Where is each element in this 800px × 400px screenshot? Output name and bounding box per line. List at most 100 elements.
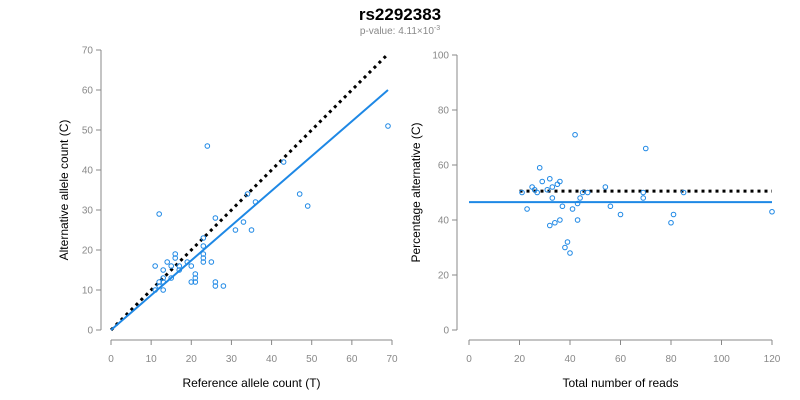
left-data-point [244, 191, 251, 197]
left-data-point [188, 263, 195, 269]
right-data-point [562, 244, 568, 251]
left-data-point [296, 191, 303, 197]
right-data-point [607, 203, 614, 210]
right-data-point [549, 195, 556, 201]
right-data-point [539, 178, 546, 185]
right-y-tick-label: 40 [438, 216, 450, 227]
right-data-point [559, 203, 566, 210]
left-data-point [192, 279, 199, 285]
left-data-point [152, 287, 158, 293]
right-data-point [536, 164, 543, 171]
right-x-tick-label: 120 [764, 354, 781, 365]
right-x-tick-label: 0 [466, 354, 472, 365]
right-data-point [557, 217, 563, 223]
right-y-tick-label: 0 [443, 326, 449, 337]
right-data-point [547, 175, 553, 182]
left-x-tick-label: 30 [226, 354, 238, 365]
left-data-point [192, 275, 199, 281]
right-y-tick-label: 80 [438, 106, 450, 117]
left-data-point [240, 219, 247, 225]
chart-title: rs2292383 [359, 5, 441, 24]
left-data-point [164, 259, 170, 265]
left-y-tick-label: 10 [82, 286, 94, 297]
left-data-point [304, 203, 311, 209]
right-y-tick-label: 20 [438, 271, 450, 282]
left-x-tick-label: 20 [186, 354, 198, 365]
left-data-point [156, 211, 162, 217]
left-data-point [168, 263, 175, 269]
right-data-point [547, 222, 553, 229]
right-y-tick-label: 60 [438, 161, 450, 172]
left-data-point [172, 255, 179, 261]
left-data-point [385, 123, 391, 129]
left-data-point [212, 283, 219, 289]
left-data-point [200, 243, 207, 249]
left-y-tick-label: 50 [82, 126, 94, 137]
left-data-point [160, 275, 166, 281]
left-data-point [192, 271, 199, 277]
left-y-tick-label: 40 [82, 166, 94, 177]
left-data-point [156, 283, 162, 289]
left-data-point [160, 267, 166, 273]
right-x-axis-title: Total number of reads [562, 376, 678, 390]
right-y-tick-label: 100 [432, 51, 449, 62]
right-data-point [577, 195, 583, 201]
right-x-tick-label: 80 [665, 354, 677, 365]
left-data-point [200, 255, 207, 261]
left-data-point [152, 263, 158, 269]
left-data-point [184, 259, 191, 265]
right-data-point [670, 211, 677, 218]
left-reference-line [109, 52, 390, 332]
right-y-axis-title: Percentage alternative (C) [409, 122, 423, 262]
left-data-point [212, 279, 219, 285]
left-data-point [168, 275, 175, 281]
right-data-point [574, 200, 581, 207]
left-x-tick-label: 60 [346, 354, 358, 365]
right-data-point [642, 145, 649, 152]
left-y-tick-label: 20 [82, 246, 94, 257]
left-x-tick-label: 40 [266, 354, 278, 365]
right-data-point [640, 189, 647, 196]
right-scatter-panel: 0 20 40 60 80 100 120 0 20 40 60 80 100 Total number … [409, 51, 781, 391]
left-data-point [200, 251, 207, 257]
right-x-tick-label: 40 [564, 354, 576, 365]
left-y-tick-label: 0 [87, 326, 93, 337]
right-data-point [572, 131, 578, 138]
left-data-point [212, 215, 219, 221]
left-data-point [176, 263, 183, 269]
left-x-tick-label: 0 [108, 354, 114, 365]
left-x-axis-title: Reference allele count (T) [182, 376, 320, 390]
left-data-point [200, 235, 207, 241]
right-data-point [549, 184, 556, 190]
right-data-point [552, 219, 558, 226]
left-data-point [200, 259, 207, 265]
left-data-point [172, 251, 179, 257]
left-data-point [176, 267, 183, 273]
right-data-point [569, 206, 576, 212]
right-x-tick-label: 100 [713, 354, 730, 365]
right-data-point [640, 195, 647, 201]
right-data-point [584, 189, 591, 196]
right-x-tick-label: 20 [514, 354, 526, 365]
right-data-point [668, 219, 674, 226]
right-data-point [557, 178, 563, 185]
right-x-tick-label: 60 [615, 354, 627, 365]
left-data-point [220, 283, 227, 289]
right-data-point [519, 189, 525, 196]
left-fit-line [110, 89, 389, 331]
left-data-point [188, 279, 195, 285]
left-data-point [160, 287, 166, 293]
left-data-point [160, 279, 166, 285]
left-y-axis-title: Alternative allele count (C) [57, 120, 71, 261]
left-y-tick-label: 30 [82, 206, 94, 217]
left-x-tick-label: 10 [146, 354, 158, 365]
subtitle-exponent: -3 [434, 25, 440, 32]
left-data-point [156, 279, 162, 285]
left-data-point [248, 227, 255, 233]
right-data-point [602, 184, 609, 190]
right-data-point [534, 189, 540, 196]
subtitle-prefix: p-value: 4.11×10 [360, 26, 434, 37]
left-y-tick-label: 70 [82, 46, 94, 57]
right-data-point [544, 186, 551, 193]
